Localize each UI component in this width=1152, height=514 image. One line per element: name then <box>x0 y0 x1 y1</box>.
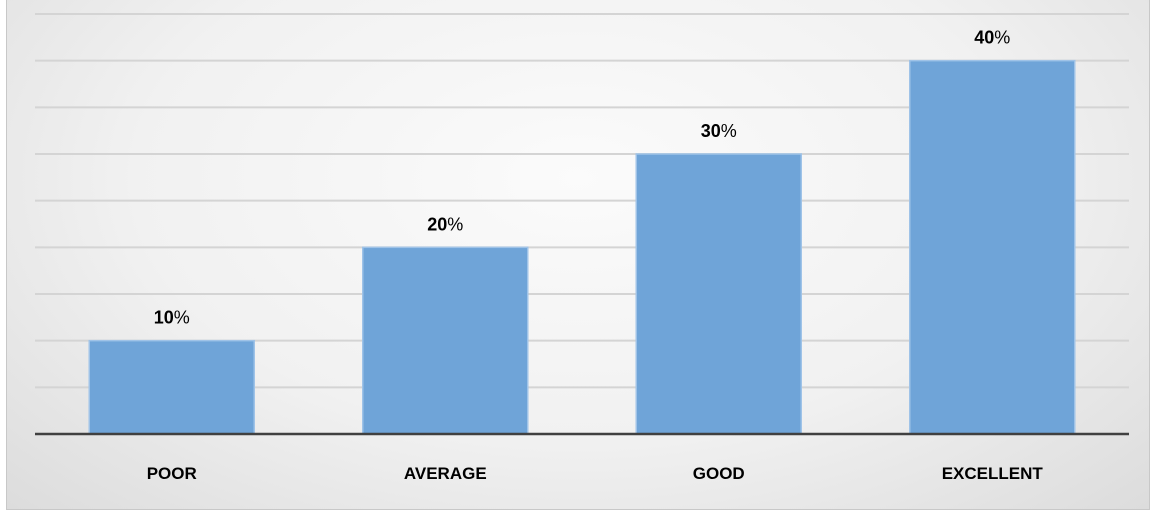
bar-average <box>362 246 529 435</box>
chart-area: 10% 20% 30% 40% POOR AVERAGE GOOD EXCELLENT <box>6 0 1150 510</box>
data-label-excellent: 40% <box>974 28 1010 48</box>
category-label-average: AVERAGE <box>404 464 487 483</box>
bar-good <box>635 153 802 435</box>
data-labels: 10% 20% 30% 40% <box>154 28 1011 328</box>
category-label-excellent: EXCELLENT <box>942 464 1044 483</box>
bars <box>88 59 1076 435</box>
bar-excellent <box>909 59 1076 435</box>
category-labels: POOR AVERAGE GOOD EXCELLENT <box>147 464 1044 483</box>
category-label-good: GOOD <box>693 464 745 483</box>
bar-chart: 10% 20% 30% 40% POOR AVERAGE GOOD EXCELLENT <box>35 13 1129 483</box>
data-label-good: 30% <box>701 121 737 141</box>
category-label-poor: POOR <box>147 464 197 483</box>
data-label-average: 20% <box>427 214 463 234</box>
data-label-poor: 10% <box>154 308 190 328</box>
bar-poor <box>88 339 255 435</box>
